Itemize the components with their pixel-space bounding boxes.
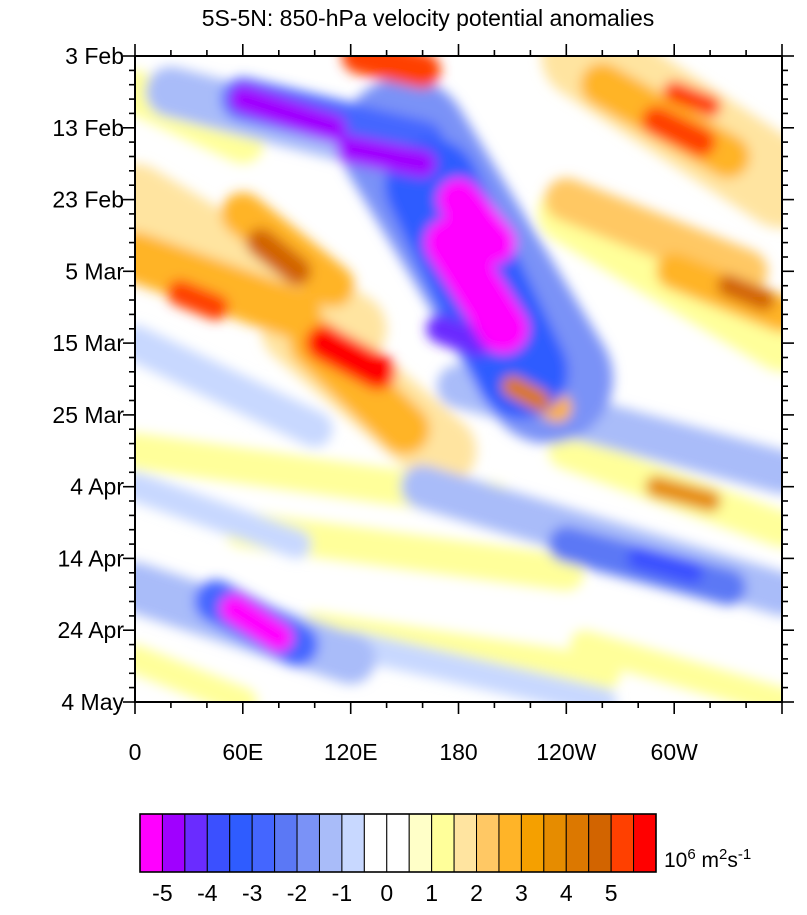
y-tick-label: 14 Apr — [58, 545, 125, 571]
y-axis: 3 Feb 13 Feb 23 Feb 5 Mar 15 Mar 25 Mar 4 Apr 1… — [52, 43, 794, 715]
colorbar-swatch — [318, 813, 343, 873]
anomaly-patch — [341, 56, 441, 89]
colorbar-swatch — [229, 813, 253, 873]
x-tick-label: 0 — [129, 739, 142, 765]
anomaly-patch — [424, 217, 529, 354]
colorbar-swatch — [139, 813, 163, 873]
plot-area — [135, 56, 782, 702]
anomaly-patch — [135, 325, 333, 448]
colorbar-label: 5 — [605, 880, 618, 906]
colorbar-swatch — [520, 813, 545, 873]
colorbar-swatch — [363, 813, 388, 873]
anomaly-patch — [305, 325, 396, 390]
anomaly-patch — [426, 314, 491, 358]
colorbar-swatch — [408, 813, 433, 873]
colorbar-swatch — [476, 813, 500, 873]
y-tick-label: 25 Mar — [52, 402, 124, 428]
colorbar-label: -2 — [287, 880, 307, 906]
colorbar-swatch — [184, 813, 208, 873]
colorbar-swatch — [341, 813, 365, 873]
x-axis: 0 60E 120E 180 120W 60W — [129, 44, 783, 765]
anomaly-patch — [135, 231, 322, 340]
anomaly-patch — [135, 644, 258, 702]
chart-title: 5S-5N: 850-hPa velocity potential anomal… — [202, 5, 655, 31]
anomaly-patch — [219, 594, 294, 652]
anomaly-patch — [544, 178, 768, 293]
colorbar-swatch — [274, 813, 298, 873]
anomaly-patch — [436, 178, 516, 265]
anomaly-patch — [569, 630, 782, 702]
colorbar-label: -1 — [332, 880, 352, 906]
colorbar-swatch — [543, 813, 567, 873]
anomaly-patch — [663, 81, 721, 117]
colorbar-label: 2 — [470, 880, 483, 906]
x-tick-label: 60E — [222, 739, 263, 765]
colorbar-frame — [139, 813, 657, 873]
colorbar-swatch — [610, 813, 635, 873]
colorbar-label: 0 — [380, 880, 393, 906]
y-tick-label: 4 Apr — [70, 474, 124, 500]
anomaly-patch — [627, 547, 703, 584]
anomaly-patch — [228, 84, 348, 143]
anomaly-patch — [501, 375, 551, 412]
colorbar-swatch — [498, 813, 522, 873]
colorbar-swatch — [431, 813, 455, 873]
colorbar-swatch — [206, 813, 231, 873]
y-tick-label: 24 Apr — [58, 617, 125, 643]
colorbar: -5 -4 -3 -2 -1 0 1 2 3 4 5 — [139, 813, 657, 906]
colorbar-swatch — [453, 813, 478, 873]
colorbar-label: -4 — [197, 880, 218, 906]
colorbar-swatch — [386, 813, 410, 873]
colorbar-label: 4 — [560, 880, 573, 906]
colorbar-swatch — [161, 813, 186, 873]
anomaly-patch — [336, 630, 617, 702]
anomaly-patch — [135, 472, 312, 559]
colorbar-swatch — [633, 813, 657, 873]
colorbar-swatch — [296, 813, 320, 873]
y-tick-label: 15 Mar — [52, 330, 124, 356]
colorbar-swatch — [588, 813, 612, 873]
anomaly-patch — [641, 106, 716, 157]
colorbar-label: 1 — [425, 880, 438, 906]
anomaly-patch — [336, 134, 437, 179]
y-tick-label: 23 Feb — [52, 187, 124, 213]
colorbar-swatch — [565, 813, 590, 873]
y-tick-label: 13 Feb — [52, 115, 124, 141]
anomaly-field — [135, 56, 782, 702]
x-tick-label: 120W — [536, 739, 596, 765]
colorbar-units: 106 m2s-1 — [664, 846, 751, 872]
y-tick-label: 5 Mar — [65, 258, 124, 284]
x-tick-label: 60W — [651, 739, 699, 765]
anomaly-patch — [717, 274, 775, 311]
colorbar-label: -3 — [242, 880, 262, 906]
x-tick-label: 180 — [439, 739, 477, 765]
anomaly-patch — [246, 228, 312, 286]
colorbar-label: 3 — [515, 880, 528, 906]
y-tick-label: 4 May — [61, 689, 124, 715]
anomaly-patch — [166, 279, 229, 321]
x-tick-label: 120E — [324, 739, 378, 765]
anomaly-patch — [645, 475, 721, 512]
colorbar-swatch — [251, 813, 276, 873]
colorbar-label: -5 — [152, 880, 172, 906]
y-tick-label: 3 Feb — [65, 43, 124, 69]
